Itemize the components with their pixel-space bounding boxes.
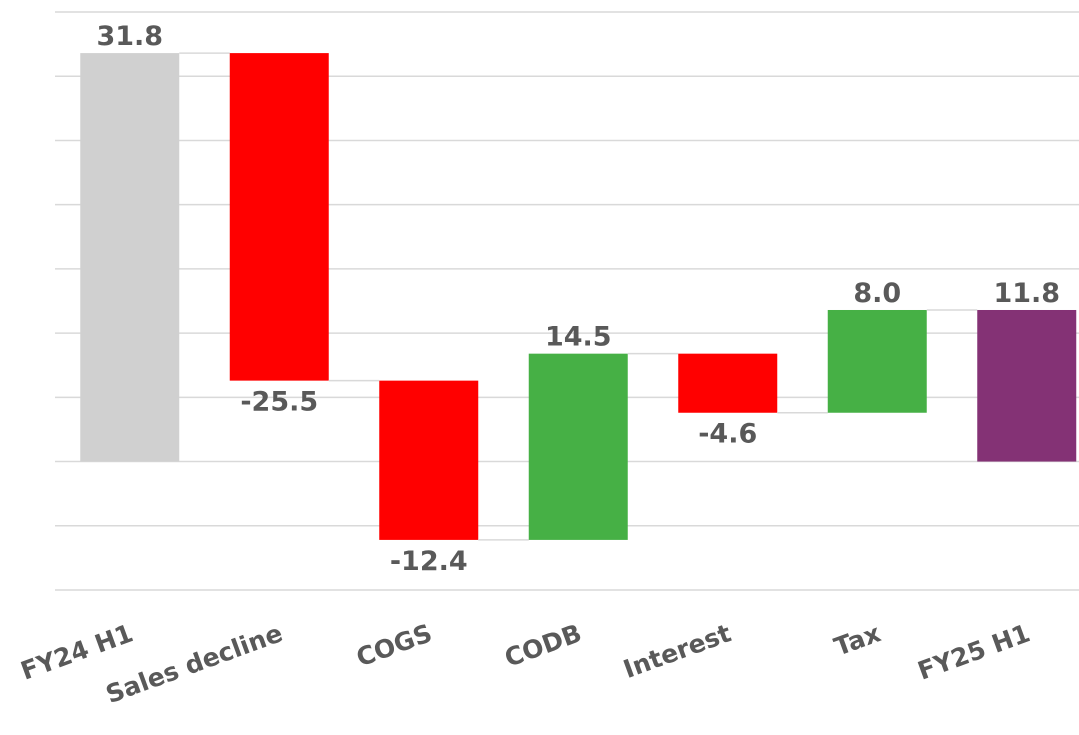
x-tick-label: COGS bbox=[352, 618, 435, 672]
x-tick-label: Interest bbox=[620, 618, 735, 684]
bar bbox=[827, 309, 927, 413]
bar bbox=[80, 53, 180, 462]
x-tick-label: Tax bbox=[830, 618, 884, 661]
value-label: 31.8 bbox=[96, 21, 163, 52]
x-tick-label: CODB bbox=[501, 618, 586, 672]
value-label: 8.0 bbox=[853, 278, 901, 309]
x-tick-label: FY25 H1 bbox=[914, 618, 1034, 685]
value-label: 11.8 bbox=[993, 278, 1060, 309]
value-label: -4.6 bbox=[698, 419, 757, 450]
value-label: 14.5 bbox=[545, 322, 612, 353]
value-label: -25.5 bbox=[240, 387, 318, 418]
bar bbox=[379, 380, 479, 540]
bar bbox=[678, 353, 778, 413]
bar bbox=[229, 53, 329, 381]
value-label: -12.4 bbox=[390, 546, 468, 577]
bar bbox=[977, 309, 1077, 462]
bar bbox=[528, 353, 628, 540]
